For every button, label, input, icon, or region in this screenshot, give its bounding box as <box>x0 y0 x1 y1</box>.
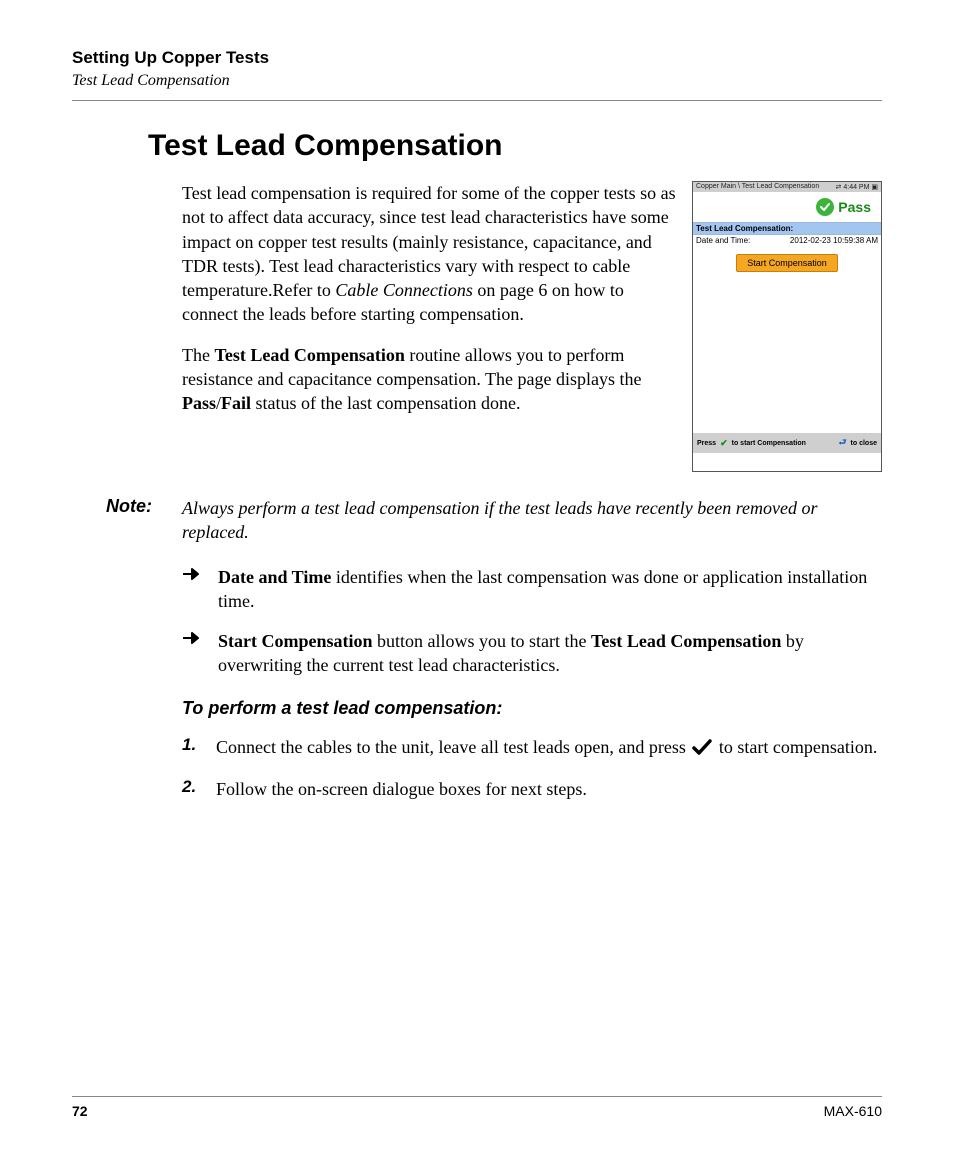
step-text: Follow the on-screen dialogue boxes for … <box>216 777 587 801</box>
checkmark-icon <box>692 737 712 761</box>
check-icon: ✔ <box>720 438 728 449</box>
arrow-bullet-icon <box>182 565 204 614</box>
intro-p2-b1: Test Lead Compensation <box>214 345 404 365</box>
device-breadcrumb: Copper Main \ Test Lead Compensation <box>696 183 819 191</box>
bullet-text: Date and Time identifies when the last c… <box>218 565 882 614</box>
step-text-a: Follow the on-screen dialogue boxes for … <box>216 779 587 799</box>
procedure-step: 2. Follow the on-screen dialogue boxes f… <box>182 777 882 801</box>
footer-model: MAX-610 <box>824 1103 882 1119</box>
device-footer-start: to start Compensation <box>732 440 806 447</box>
start-compensation-button[interactable]: Start Compensation <box>736 254 838 272</box>
step-text-b: to start compensation. <box>714 737 877 757</box>
device-bottom-blank <box>693 453 881 471</box>
device-pass-label: Pass <box>838 199 871 215</box>
intro-p2-a: The <box>182 345 214 365</box>
footer-rule <box>72 1096 882 1097</box>
intro-p2-b3: Fail <box>221 393 251 413</box>
device-datetime-key: Date and Time: <box>696 236 756 245</box>
device-titlebar: Copper Main \ Test Lead Compensation ⇄ 4… <box>693 182 881 192</box>
note-block: Note: Always perform a test lead compens… <box>106 496 882 545</box>
bullet-bold2: Test Lead Compensation <box>591 631 781 651</box>
note-body: Always perform a test lead compensation … <box>182 496 882 545</box>
note-label: Note: <box>106 496 168 545</box>
bullet-bold: Date and Time <box>218 567 331 587</box>
device-datetime-value: 2012-02-23 10:59:38 AM <box>756 236 878 245</box>
arrow-bullet-icon <box>182 629 204 678</box>
step-text: Connect the cables to the unit, leave al… <box>216 735 877 761</box>
procedure-step: 1. Connect the cables to the unit, leave… <box>182 735 882 761</box>
device-body-blank <box>693 278 881 433</box>
bullet-item: Date and Time identifies when the last c… <box>182 565 882 614</box>
step-number: 1. <box>182 735 204 761</box>
bullet-mid: button allows you to start the <box>373 631 591 651</box>
intro-paragraph-2: The Test Lead Compensation routine allow… <box>182 343 676 416</box>
device-clock: ⇄ 4:44 PM ▣ <box>836 183 878 191</box>
page-title: Test Lead Compensation <box>148 129 882 163</box>
header-rule <box>72 100 882 101</box>
page-number: 72 <box>72 1103 88 1119</box>
running-header-section: Test Lead Compensation <box>72 72 882 90</box>
device-pass-row: Pass <box>693 192 881 222</box>
device-footer-press: Press <box>697 440 716 447</box>
device-section-head: Test Lead Compensation: <box>693 222 881 235</box>
procedure-heading: To perform a test lead compensation: <box>182 698 882 719</box>
device-datetime-row: Date and Time: 2012-02-23 10:59:38 AM <box>693 235 881 246</box>
intro-p2-b2: Pass <box>182 393 216 413</box>
bullet-bold: Start Compensation <box>218 631 373 651</box>
back-icon: ⮐ <box>838 435 846 451</box>
pass-check-icon <box>816 198 834 216</box>
intro-p1-ref: Cable Connections <box>335 280 473 300</box>
bullet-item: Start Compensation button allows you to … <box>182 629 882 678</box>
running-header-chapter: Setting Up Copper Tests <box>72 48 882 68</box>
bullet-text: Start Compensation button allows you to … <box>218 629 882 678</box>
device-footer: Press ✔ to start Compensation ⮐ to close <box>693 433 881 453</box>
step-number: 2. <box>182 777 204 801</box>
intro-p2-d: status of the last compensation done. <box>251 393 520 413</box>
device-footer-close: to close <box>851 440 877 447</box>
device-screenshot: Copper Main \ Test Lead Compensation ⇄ 4… <box>692 181 882 472</box>
step-text-a: Connect the cables to the unit, leave al… <box>216 737 690 757</box>
intro-paragraph-1: Test lead compensation is required for s… <box>182 181 676 327</box>
